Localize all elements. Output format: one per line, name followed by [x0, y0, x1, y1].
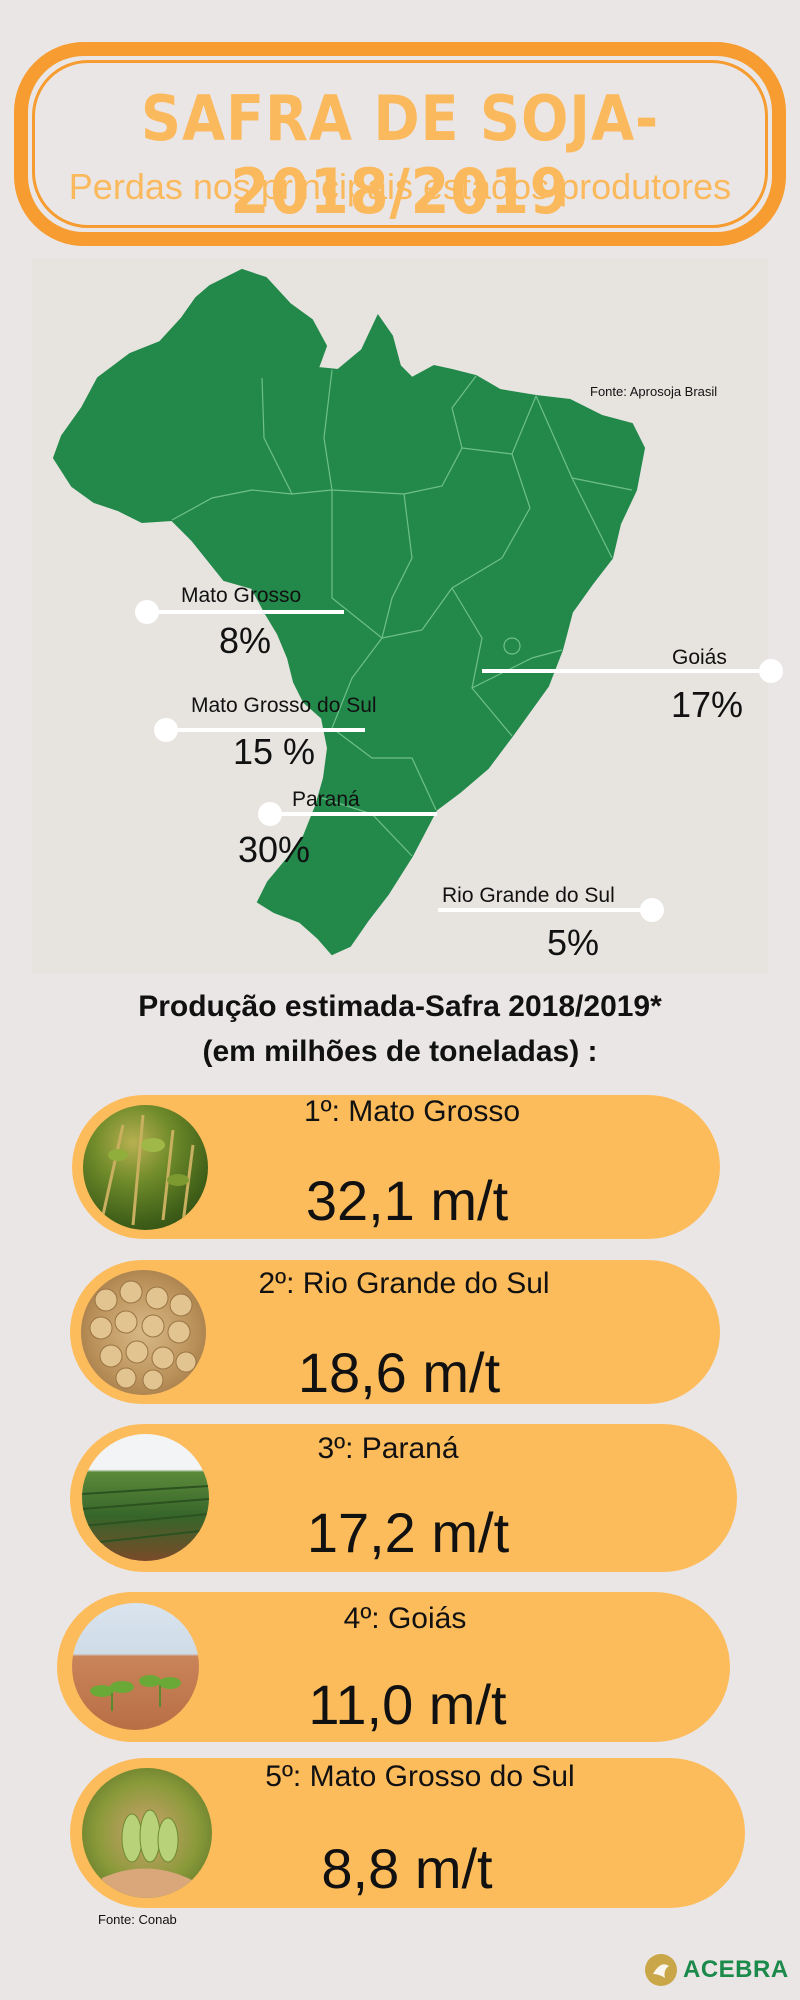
- callout-line-rio-grande-do-sul: [438, 908, 654, 912]
- production-heading: Produção estimada-Safra 2018/2019* (em m…: [0, 984, 800, 1074]
- acebra-logo: ACEBRA: [643, 1952, 793, 1988]
- acebra-logo-text: ACEBRA: [683, 1956, 789, 1983]
- page-subtitle: Perdas nos principais estados produtores: [68, 166, 732, 207]
- soy-plants-photo: [83, 1105, 208, 1230]
- rank-label-4: 4º: Goiás: [343, 1602, 467, 1635]
- production-heading-line1: Produção estimada-Safra 2018/2019*: [138, 990, 662, 1023]
- state-label-goias: Goiás: [672, 646, 727, 669]
- page-title: SAFRA DE SOJA-2018/2019: [140, 82, 660, 228]
- title-banner: SAFRA DE SOJA-2018/2019 Perdas nos princ…: [14, 42, 786, 246]
- callout-dot-rio-grande-do-sul: [640, 898, 664, 922]
- soy-pods-hand-photo: [82, 1768, 212, 1898]
- rank-label-5: 5º: Mato Grosso do Sul: [265, 1760, 575, 1793]
- state-label-rio-grande-do-sul: Rio Grande do Sul: [442, 884, 615, 907]
- rank-value-3: 17,2 m/t: [306, 1501, 510, 1564]
- callout-line-mato-grosso-do-sul: [166, 728, 365, 732]
- callout-dot-goias: [759, 659, 783, 683]
- state-loss-mato-grosso: 8%: [219, 620, 272, 661]
- rank-label-2: 2º: Rio Grande do Sul: [258, 1267, 550, 1300]
- soy-field-photo: [82, 1434, 209, 1561]
- seedlings-photo: [72, 1603, 199, 1730]
- state-loss-goias: 17%: [671, 684, 744, 725]
- state-loss-rio-grande-do-sul: 5%: [547, 922, 600, 963]
- callout-line-goias: [482, 669, 770, 673]
- map-source-note: Fonte: Aprosoja Brasil: [590, 384, 718, 399]
- rank-value-5: 8,8 m/t: [321, 1837, 493, 1900]
- federal-district-marker: [503, 637, 521, 655]
- rank-label-1: 1º: Mato Grosso: [303, 1095, 521, 1128]
- callout-line-parana: [270, 812, 437, 816]
- rank-value-4: 11,0 m/t: [308, 1673, 507, 1736]
- state-loss-parana: 30%: [238, 829, 311, 870]
- rank-value-1: 32,1 m/t: [305, 1169, 509, 1232]
- soybeans-photo: [81, 1270, 206, 1395]
- rank-value-2: 18,6 m/t: [297, 1341, 501, 1404]
- production-source-note: Fonte: Conab: [98, 1912, 177, 1927]
- state-label-mato-grosso-do-sul: Mato Grosso do Sul: [191, 694, 377, 717]
- brazil-map: [52, 268, 646, 956]
- acebra-logo-icon: [645, 1954, 677, 1986]
- callout-line-mato-grosso: [147, 610, 344, 614]
- state-label-parana: Paraná: [292, 788, 360, 811]
- rank-label-3: 3º: Paraná: [317, 1432, 459, 1465]
- state-label-mato-grosso: Mato Grosso: [181, 584, 302, 607]
- state-loss-mato-grosso-do-sul: 15 %: [233, 731, 316, 772]
- production-heading-line2: (em milhões de toneladas) :: [202, 1035, 598, 1068]
